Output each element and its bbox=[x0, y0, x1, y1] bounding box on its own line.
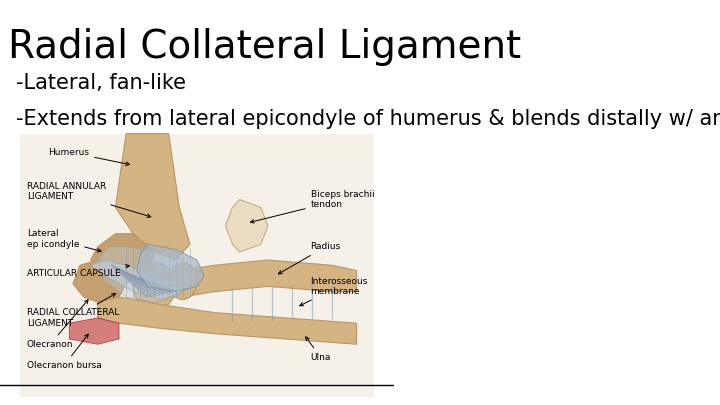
Text: Humerus: Humerus bbox=[48, 147, 130, 166]
FancyBboxPatch shape bbox=[19, 134, 374, 397]
Text: Olecranon: Olecranon bbox=[27, 300, 88, 349]
Text: Biceps brachii
tendon: Biceps brachii tendon bbox=[251, 190, 374, 223]
Polygon shape bbox=[91, 260, 183, 300]
Text: -Lateral, fan-like: -Lateral, fan-like bbox=[16, 73, 186, 93]
Polygon shape bbox=[168, 260, 356, 297]
Polygon shape bbox=[69, 318, 119, 344]
Text: Radial Collateral Ligament: Radial Collateral Ligament bbox=[8, 28, 521, 66]
Polygon shape bbox=[115, 134, 190, 260]
Ellipse shape bbox=[168, 262, 197, 299]
Polygon shape bbox=[73, 260, 126, 302]
Polygon shape bbox=[137, 244, 204, 292]
Polygon shape bbox=[91, 234, 155, 284]
Polygon shape bbox=[225, 199, 268, 252]
Text: -Extends from lateral epicondyle of humerus & blends distally w/ annular ligamen: -Extends from lateral epicondyle of hume… bbox=[16, 109, 720, 129]
Text: Radius: Radius bbox=[279, 242, 341, 274]
Text: Olecranon bursa: Olecranon bursa bbox=[27, 334, 102, 370]
Text: Ulna: Ulna bbox=[306, 337, 331, 362]
Ellipse shape bbox=[133, 262, 176, 310]
Text: ARTICULAR CAPSULE: ARTICULAR CAPSULE bbox=[27, 264, 130, 278]
Text: Interosseous
membrane: Interosseous membrane bbox=[300, 277, 368, 306]
Polygon shape bbox=[98, 247, 197, 302]
Text: Lateral
ep icondyle: Lateral ep icondyle bbox=[27, 229, 101, 252]
Text: RADIAL COLLATERAL
LIGAMENT: RADIAL COLLATERAL LIGAMENT bbox=[27, 294, 120, 328]
Text: RADIAL ANNULAR
LIGAMENT: RADIAL ANNULAR LIGAMENT bbox=[27, 182, 150, 217]
Polygon shape bbox=[98, 297, 356, 344]
